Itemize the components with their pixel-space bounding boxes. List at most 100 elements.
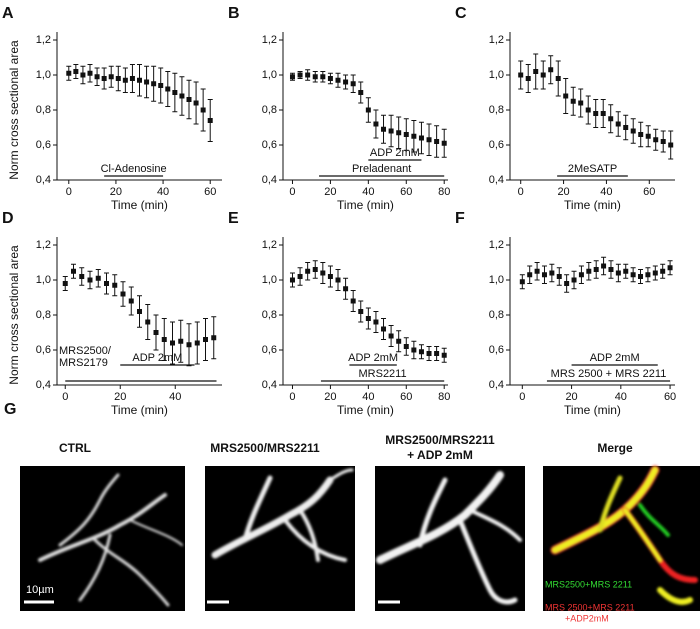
data-point: [396, 130, 402, 136]
y-axis-label: Norm cross sectional area: [7, 40, 21, 180]
data-point: [203, 337, 208, 342]
data-point: [80, 72, 86, 78]
data-point: [343, 79, 349, 85]
x-tick-label: 80: [438, 391, 450, 403]
data-point: [418, 135, 424, 141]
data-point: [193, 100, 199, 106]
data-point: [668, 142, 674, 148]
data-point: [66, 70, 72, 76]
data-point: [441, 140, 447, 146]
x-axis-label: Time (min): [111, 198, 168, 212]
data-point: [403, 132, 409, 137]
data-point: [608, 116, 614, 122]
data-point: [172, 90, 178, 95]
y-tick-label: 0,6: [489, 139, 504, 151]
data-point: [170, 340, 175, 346]
image-label: MRS2500/MRS2211: [385, 433, 495, 447]
data-point: [358, 309, 364, 314]
y-tick-label: 1,0: [489, 69, 504, 81]
data-point: [527, 272, 533, 278]
data-point: [396, 338, 402, 344]
data-point: [320, 270, 326, 276]
data-point: [434, 351, 440, 356]
data-point: [211, 335, 217, 341]
y-tick-label: 1,2: [489, 239, 504, 251]
data-point: [137, 77, 142, 83]
legend-green: MRS2500+MRS 2211: [545, 579, 632, 589]
data-point: [586, 268, 592, 274]
x-tick-label: 20: [114, 391, 126, 403]
treatment-label: ADP 2mM: [370, 147, 420, 159]
y-tick-label: 1,0: [262, 69, 277, 81]
y-tick-label: 0,6: [36, 344, 51, 356]
data-point: [373, 121, 379, 127]
data-point: [297, 274, 303, 279]
data-point: [350, 81, 356, 87]
data-point: [151, 81, 157, 87]
x-tick-label: 60: [400, 391, 412, 403]
data-point: [615, 121, 621, 127]
data-point: [533, 69, 539, 74]
data-point: [652, 270, 658, 276]
data-point: [120, 291, 126, 297]
data-point: [108, 74, 114, 80]
data-point: [615, 270, 621, 276]
data-point: [403, 344, 409, 349]
data-point: [186, 97, 192, 102]
y-tick-label: 0,8: [36, 104, 51, 116]
data-point: [578, 272, 584, 278]
y-tick-label: 1,0: [489, 274, 504, 286]
data-point: [593, 111, 599, 116]
x-axis-label: Time (min): [564, 403, 621, 417]
data-point: [94, 74, 100, 80]
data-point: [320, 74, 326, 80]
data-point: [608, 267, 614, 272]
x-tick-label: 0: [518, 186, 524, 198]
image-ctrl: [20, 466, 185, 611]
legend-red: MRS 2500+MRS 2211: [545, 602, 635, 612]
x-axis-label: Time (min): [337, 198, 394, 212]
data-point: [653, 137, 659, 143]
data-point: [540, 72, 546, 78]
data-point: [128, 298, 134, 304]
x-axis-label: Time (min): [337, 403, 394, 417]
panel-letter: D: [2, 210, 14, 227]
data-point: [578, 100, 584, 106]
x-tick-label: 40: [169, 391, 181, 403]
data-point: [186, 342, 192, 348]
data-point: [87, 277, 93, 283]
x-tick-label: 20: [557, 186, 569, 198]
x-tick-label: 40: [157, 186, 169, 198]
y-tick-label: 0,8: [489, 104, 504, 116]
panel-letter: F: [455, 210, 465, 227]
treatment-label: ADP 2mM: [348, 352, 398, 364]
data-point: [289, 277, 295, 283]
treatment-label: MRS 2500 + MRS 2211: [551, 368, 667, 380]
treatment-label: MRS2179: [59, 357, 108, 369]
y-tick-label: 0,6: [262, 344, 277, 356]
data-point: [305, 268, 311, 274]
data-point: [62, 281, 68, 286]
x-tick-label: 40: [362, 391, 374, 403]
y-tick-label: 0,6: [262, 139, 277, 151]
x-tick-label: 40: [615, 391, 627, 403]
data-point: [623, 268, 629, 274]
data-point: [179, 93, 185, 99]
data-point: [548, 67, 554, 73]
scale-label: 10µm: [26, 584, 54, 596]
panel-letter: B: [228, 5, 240, 22]
data-point: [630, 128, 636, 134]
data-point: [667, 265, 673, 271]
data-point: [137, 309, 142, 314]
data-point: [638, 274, 644, 279]
cell-merge: [550, 465, 698, 605]
y-axis-label: Norm cross sectional area: [7, 245, 21, 385]
data-point: [153, 330, 159, 335]
treatment-label: 2MeSATP: [568, 163, 617, 175]
image-label: Merge: [597, 441, 633, 455]
y-tick-label: 0,8: [262, 104, 277, 116]
data-point: [388, 128, 394, 134]
data-point: [71, 268, 76, 274]
data-point: [563, 93, 569, 99]
